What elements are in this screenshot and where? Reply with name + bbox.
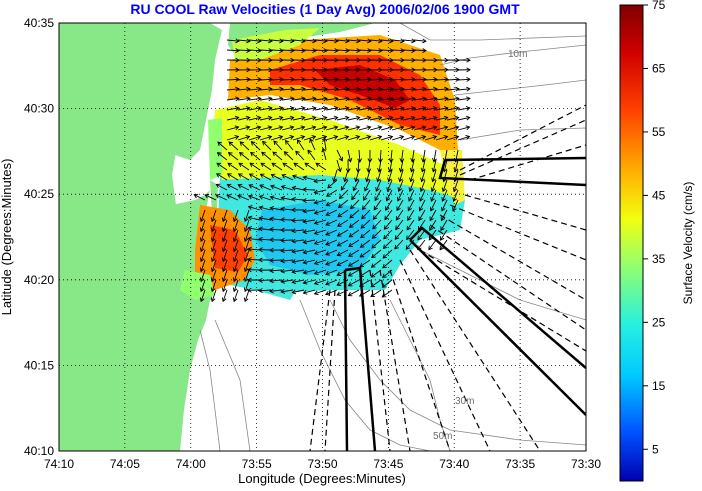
y-tick-label: 40:25 [24,187,54,201]
colorbar-tick-label: 45 [652,188,666,202]
x-tick-labels: 74:10 74:05 74:00 73:55 73:50 73:45 73:40 73:35… [44,457,601,471]
x-tick-label: 73:45 [373,457,403,471]
colorbar-tick-label: 5 [652,442,659,456]
velocity-arrow [270,260,282,261]
y-tick-label: 40:15 [24,358,54,372]
x-tick-label: 74:05 [110,457,140,471]
velocity-arrow [281,240,293,241]
colorbar-tick-label: 55 [652,125,666,139]
y-axis-label: Latitude (Degrees:Minutes) [0,159,14,316]
contour-label-30m: 30m [455,396,474,407]
colorbar-label: Surface Velocity (cm/s) [681,182,695,305]
colorbar-tick-label: 75 [652,0,666,12]
colorbar-tick-label: 25 [652,315,666,329]
velocity-arrow [259,280,271,281]
x-tick-label: 73:50 [307,457,337,471]
figure-title: RU COOL Raw Velocities (1 Day Avg) 2006/… [130,1,520,17]
x-tick-label: 74:00 [176,457,206,471]
colorbar: 75 65 55 45 35 25 15 5 Surface Velocity (cm/s) [620,0,695,481]
colorbar-tick-label: 65 [652,61,666,75]
x-tick-label: 73:30 [571,457,601,471]
colorbar-ticks: 75 65 55 45 35 25 15 5 [643,0,666,456]
y-tick-label: 40:35 [24,16,54,30]
y-tick-label: 40:20 [24,273,54,287]
contour-label-50m: 50m [433,431,452,442]
x-tick-label: 73:40 [439,457,469,471]
y-tick-label: 40:30 [24,102,54,116]
y-tick-label: 40:10 [24,444,54,458]
colorbar-gradient [620,5,643,481]
contour-label-10m: 10m [508,49,527,60]
x-tick-label: 73:35 [505,457,535,471]
velocity-arrow [303,189,315,190]
land-patch [88,152,104,164]
x-tick-label: 74:10 [44,457,74,471]
colorbar-tick-label: 15 [652,379,666,393]
y-tick-labels: 40:35 40:30 40:25 40:20 40:15 40:10 [24,16,54,458]
land-staten-island [59,23,222,160]
field-edge-green [208,118,222,180]
x-tick-label: 73:55 [242,457,272,471]
x-axis-label: Longitude (Degrees:Minutes) [238,471,406,486]
map-axes: 10m 30m 50m [59,23,586,451]
colorbar-tick-label: 35 [652,252,666,266]
